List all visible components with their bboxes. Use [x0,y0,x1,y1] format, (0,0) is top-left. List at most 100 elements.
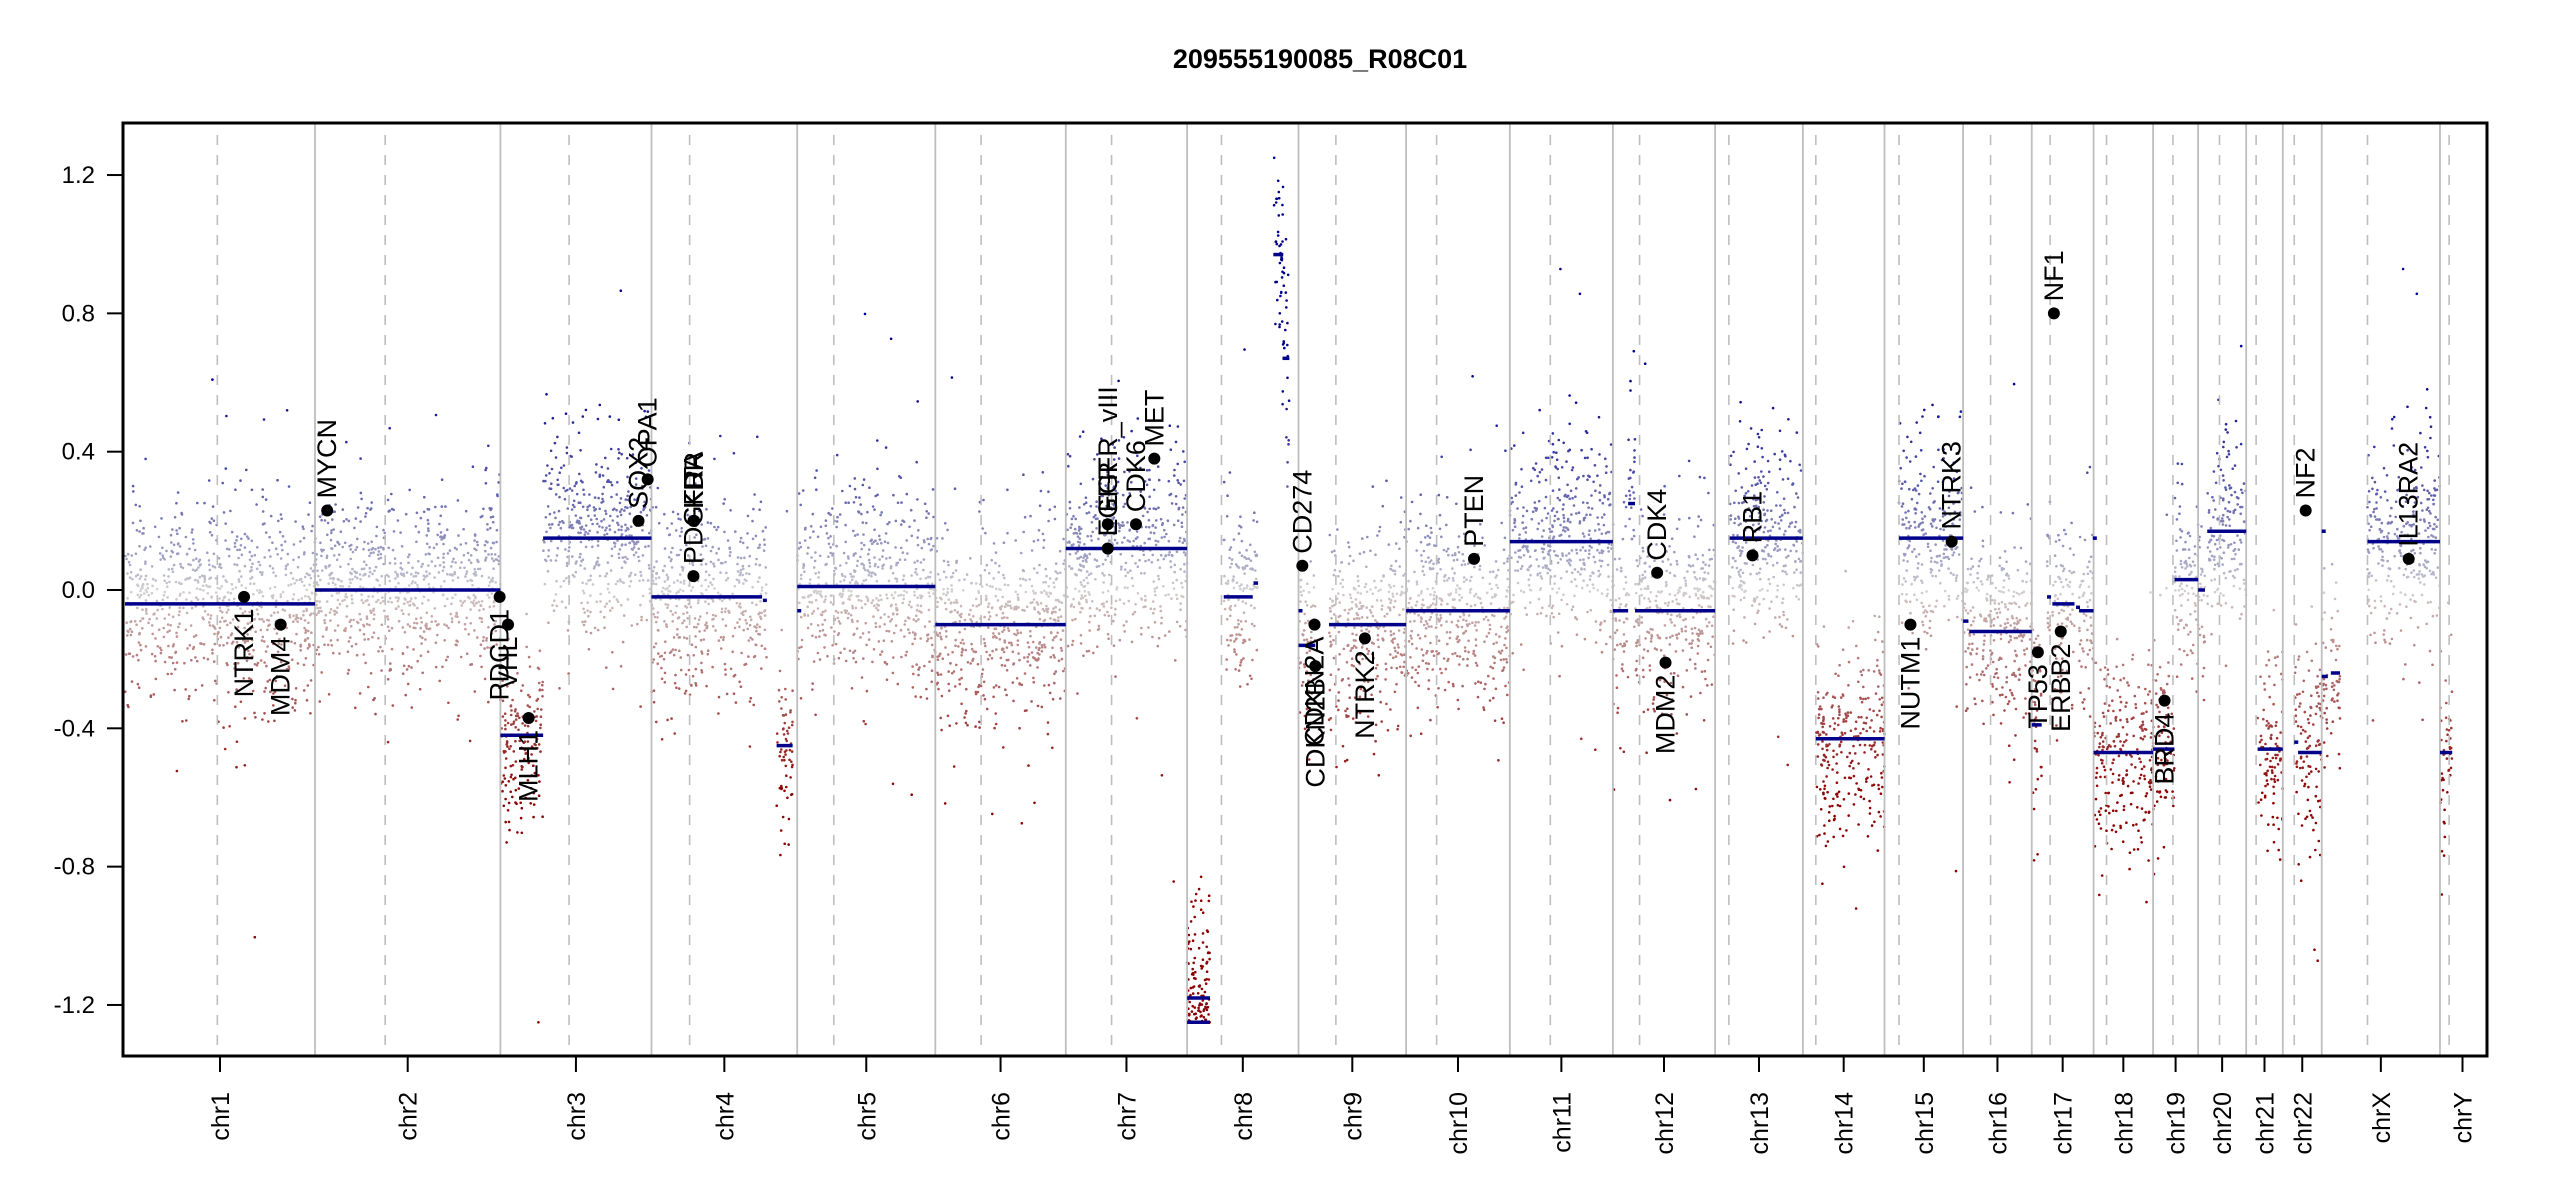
probe-point [1364,582,1368,586]
probe-point [607,479,610,482]
probe-point [1001,595,1004,599]
probe-point [261,488,265,491]
probe-point [233,545,237,548]
probe-point [456,718,460,721]
probe-point [1378,525,1382,529]
probe-point [1451,652,1454,656]
probe-point [1305,651,1309,655]
probe-point [389,667,392,671]
probe-point [186,647,189,650]
probe-point [960,702,963,706]
probe-point [1463,539,1467,543]
probe-point [558,520,562,524]
probe-point [1148,478,1151,482]
probe-point [1048,508,1051,512]
probe-point [1503,643,1506,647]
probe-point [385,573,389,577]
probe-point [679,580,683,584]
probe-point [384,592,387,595]
probe-point [902,597,905,601]
probe-point [585,582,588,585]
probe-point [900,655,903,659]
probe-point [724,579,728,582]
probe-point [1371,605,1374,608]
probe-point [208,520,211,524]
probe-point [1337,615,1341,619]
probe-point [1114,599,1118,603]
probe-point [1189,986,1193,990]
probe-point [874,494,877,498]
probe-point [785,785,788,789]
probe-point [652,612,655,616]
probe-point [671,648,675,651]
probe-point [703,629,706,632]
probe-point [128,576,132,579]
probe-point [1384,678,1387,681]
probe-point [154,637,157,640]
probe-point [266,645,269,648]
probe-point [1400,671,1403,674]
probe-point [175,631,178,635]
probe-point [315,648,319,652]
probe-point [670,717,673,720]
probe-point [345,604,349,608]
probe-point [280,517,283,521]
probe-point [852,501,856,504]
probe-point [1227,644,1230,647]
probe-point [191,538,195,541]
probe-point [1001,630,1004,633]
probe-point [982,637,986,641]
probe-point [618,451,621,455]
probe-point [1103,533,1106,537]
probe-point [818,554,822,558]
probe-point [447,626,450,630]
probe-point [666,593,670,596]
probe-point [931,655,934,659]
probe-point [846,616,850,620]
probe-point [681,566,685,570]
probe-point [392,530,396,533]
probe-point [815,469,818,472]
probe-point [294,701,297,705]
probe-point [598,403,602,407]
probe-point [160,648,163,652]
probe-point [913,519,916,522]
probe-point [419,616,423,620]
probe-point [1402,631,1406,634]
probe-point [719,434,722,438]
probe-point [1205,1002,1208,1005]
probe-point [125,621,128,624]
probe-point [368,570,372,574]
probe-point [272,704,275,707]
probe-point [924,576,928,580]
probe-point [242,638,245,642]
probe-point [480,620,484,624]
probe-point [217,630,220,634]
probe-point [1347,643,1350,647]
probe-point [641,594,645,598]
probe-point [1395,592,1399,595]
probe-point [1164,594,1167,597]
probe-point [824,595,828,598]
probe-point [396,519,400,522]
probe-point [925,510,928,513]
probe-point [375,600,378,604]
probe-point [963,627,967,631]
probe-point [779,829,783,832]
probe-point [868,561,872,565]
probe-point [1233,648,1236,651]
probe-point [967,613,971,616]
probe-point [539,715,543,718]
probe-point [806,605,809,609]
probe-point [261,510,265,513]
probe-point [1015,633,1018,637]
probe-point [249,570,252,573]
probe-point [351,601,354,605]
probe-point [125,557,128,561]
probe-point [986,605,990,608]
probe-point [762,549,766,552]
probe-point [1403,591,1406,595]
probe-point [1070,523,1073,526]
probe-point [338,602,342,606]
probe-point [246,639,250,643]
